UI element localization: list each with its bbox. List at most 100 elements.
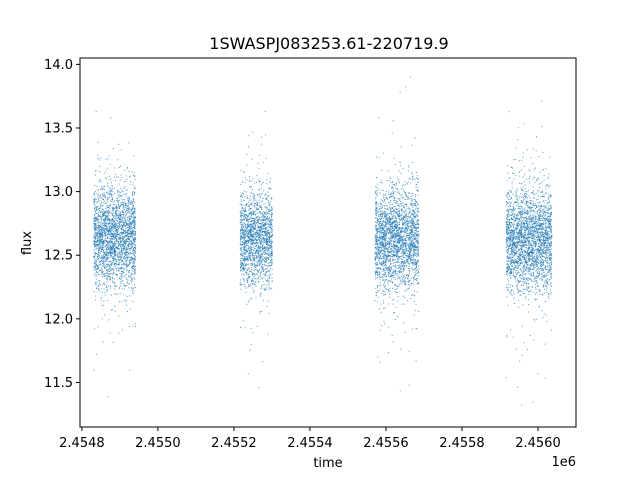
- data-point: [242, 210, 244, 212]
- data-point: [134, 249, 136, 251]
- data-point: [255, 222, 257, 224]
- data-point: [102, 235, 104, 237]
- data-point: [132, 226, 134, 228]
- data-point: [395, 183, 397, 185]
- data-point: [412, 254, 414, 256]
- data-point: [262, 218, 264, 220]
- data-point: [245, 228, 247, 230]
- data-point: [119, 219, 121, 221]
- data-point: [240, 215, 242, 217]
- data-point: [108, 246, 110, 248]
- data-point: [93, 235, 95, 237]
- data-point: [271, 254, 273, 256]
- data-point: [131, 223, 133, 225]
- data-point: [118, 208, 120, 210]
- data-point: [259, 233, 261, 235]
- data-point: [380, 218, 382, 220]
- data-point: [93, 269, 95, 271]
- data-point: [255, 207, 257, 209]
- data-point: [405, 217, 407, 219]
- data-point: [134, 255, 136, 257]
- data-point: [99, 195, 101, 197]
- data-point: [240, 265, 242, 267]
- data-point: [256, 263, 258, 265]
- data-point: [117, 227, 119, 229]
- data-point: [256, 216, 258, 218]
- data-point: [121, 209, 123, 211]
- data-point: [127, 233, 129, 235]
- data-point: [98, 211, 100, 213]
- data-point: [260, 220, 262, 222]
- data-point: [381, 237, 383, 239]
- data-point: [243, 230, 245, 232]
- data-point: [387, 284, 389, 286]
- data-point: [123, 216, 125, 218]
- data-point: [249, 234, 251, 236]
- data-point: [117, 225, 119, 227]
- data-point: [254, 260, 256, 262]
- data-point: [271, 287, 273, 289]
- data-point: [392, 240, 394, 242]
- data-point: [99, 216, 101, 218]
- data-point: [249, 233, 251, 235]
- data-point: [95, 265, 97, 267]
- data-point: [114, 203, 116, 205]
- data-point: [134, 278, 136, 280]
- data-point: [264, 260, 266, 262]
- data-point: [405, 284, 407, 286]
- data-point: [104, 258, 106, 260]
- data-point: [96, 241, 98, 243]
- data-point: [129, 256, 131, 258]
- data-point: [384, 323, 386, 325]
- data-point: [248, 275, 250, 277]
- data-point: [113, 257, 115, 259]
- data-point: [404, 252, 406, 254]
- data-point: [239, 195, 241, 197]
- data-point: [386, 229, 388, 231]
- data-point: [248, 251, 250, 253]
- data-point: [132, 231, 134, 233]
- data-point: [250, 212, 252, 214]
- data-point: [251, 220, 253, 222]
- data-point: [375, 207, 377, 209]
- data-point: [388, 212, 390, 214]
- data-point: [256, 204, 258, 206]
- data-point: [266, 179, 268, 181]
- data-point: [265, 229, 267, 231]
- data-point: [385, 280, 387, 282]
- data-point: [404, 265, 406, 267]
- data-point: [100, 228, 102, 230]
- data-point: [398, 233, 400, 235]
- data-point: [123, 239, 125, 241]
- data-point: [134, 223, 136, 225]
- data-point: [249, 283, 251, 285]
- data-point: [115, 211, 117, 213]
- data-point: [378, 231, 380, 233]
- data-point: [255, 249, 257, 251]
- data-point: [105, 217, 107, 219]
- data-point: [386, 232, 388, 234]
- data-point: [244, 234, 246, 236]
- data-point: [106, 210, 108, 212]
- data-point: [252, 222, 254, 224]
- data-point: [267, 195, 269, 197]
- data-point: [267, 269, 269, 271]
- data-point: [245, 214, 247, 216]
- data-point: [259, 260, 261, 262]
- data-point: [95, 223, 97, 225]
- data-point: [101, 255, 103, 257]
- data-point: [94, 254, 96, 256]
- data-point: [261, 234, 263, 236]
- data-point: [257, 179, 259, 181]
- data-point: [417, 207, 419, 209]
- data-point: [375, 208, 377, 210]
- data-point: [389, 216, 391, 218]
- data-point: [111, 248, 113, 250]
- data-point: [104, 252, 106, 254]
- data-point: [416, 246, 418, 248]
- data-point: [255, 203, 257, 205]
- data-point: [106, 249, 108, 251]
- data-point: [95, 229, 97, 231]
- data-point: [401, 232, 403, 234]
- data-point: [96, 185, 98, 187]
